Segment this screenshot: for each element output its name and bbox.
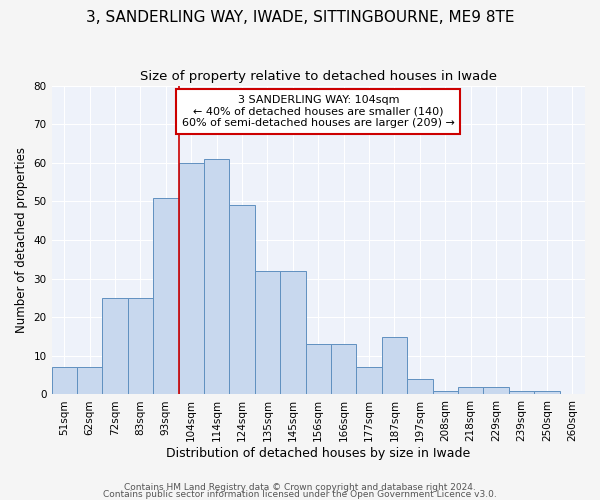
Bar xyxy=(103,298,128,394)
Bar xyxy=(280,271,305,394)
Bar xyxy=(458,386,484,394)
Text: Contains public sector information licensed under the Open Government Licence v3: Contains public sector information licen… xyxy=(103,490,497,499)
Bar xyxy=(509,390,534,394)
X-axis label: Distribution of detached houses by size in Iwade: Distribution of detached houses by size … xyxy=(166,447,470,460)
Bar xyxy=(356,368,382,394)
Y-axis label: Number of detached properties: Number of detached properties xyxy=(15,147,28,333)
Bar xyxy=(534,390,560,394)
Bar xyxy=(179,163,204,394)
Bar xyxy=(77,368,103,394)
Bar xyxy=(382,336,407,394)
Bar xyxy=(229,206,255,394)
Text: 3, SANDERLING WAY, IWADE, SITTINGBOURNE, ME9 8TE: 3, SANDERLING WAY, IWADE, SITTINGBOURNE,… xyxy=(86,10,514,25)
Bar xyxy=(407,379,433,394)
Bar xyxy=(433,390,458,394)
Bar xyxy=(204,159,229,394)
Text: 3 SANDERLING WAY: 104sqm
← 40% of detached houses are smaller (140)
60% of semi-: 3 SANDERLING WAY: 104sqm ← 40% of detach… xyxy=(182,95,455,128)
Bar xyxy=(305,344,331,395)
Text: Contains HM Land Registry data © Crown copyright and database right 2024.: Contains HM Land Registry data © Crown c… xyxy=(124,484,476,492)
Bar xyxy=(484,386,509,394)
Title: Size of property relative to detached houses in Iwade: Size of property relative to detached ho… xyxy=(140,70,497,83)
Bar xyxy=(331,344,356,395)
Bar xyxy=(128,298,153,394)
Bar xyxy=(255,271,280,394)
Bar xyxy=(52,368,77,394)
Bar xyxy=(153,198,179,394)
